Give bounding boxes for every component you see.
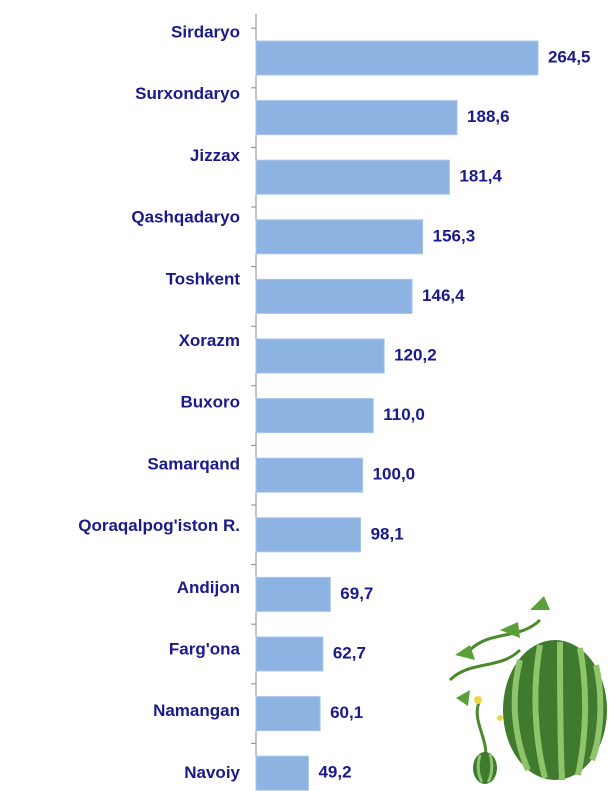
category-label: Toshkent [166, 269, 241, 288]
bar [256, 160, 449, 194]
value-label: 146,4 [422, 286, 465, 305]
value-label: 156,3 [433, 226, 476, 245]
bar [256, 41, 538, 75]
bar [256, 756, 308, 790]
category-label: Sirdaryo [171, 22, 240, 41]
value-label: 188,6 [467, 107, 510, 126]
value-label: 120,2 [394, 345, 437, 364]
category-label: Qashqadaryo [131, 208, 240, 227]
value-label: 98,1 [371, 524, 404, 543]
value-label: 49,2 [318, 763, 351, 782]
chart: Sirdaryo 264,5 Surxondaryo 188,6 Jizzax 181,4… [0, 0, 614, 791]
value-label: 60,1 [330, 703, 363, 722]
value-label: 69,7 [340, 584, 373, 603]
watermelon-illustration [450, 596, 607, 784]
category-label: Xorazm [179, 331, 240, 350]
category-label: Jizzax [190, 146, 241, 165]
bar [256, 220, 423, 254]
category-label: Navoiy [184, 763, 240, 782]
bar [256, 279, 412, 313]
category-label: Buxoro [181, 393, 241, 412]
category-label: Surxondaryo [135, 84, 240, 103]
category-label: Andijon [177, 578, 240, 597]
category-label: Farg'ona [169, 639, 241, 658]
value-label: 264,5 [548, 47, 591, 66]
bar [256, 101, 457, 135]
value-label: 100,0 [373, 465, 416, 484]
bar [256, 637, 323, 671]
value-label: 62,7 [333, 643, 366, 662]
value-label: 181,4 [459, 167, 502, 186]
bar [256, 339, 384, 373]
bar [256, 697, 320, 731]
bar [256, 458, 363, 492]
category-label: Namangan [153, 701, 240, 720]
bar [256, 577, 330, 611]
value-label: 110,0 [383, 405, 425, 424]
bar [256, 399, 373, 433]
bar [256, 518, 361, 552]
category-label: Qoraqalpog'iston R. [78, 516, 240, 535]
category-label: Samarqand [147, 454, 240, 473]
